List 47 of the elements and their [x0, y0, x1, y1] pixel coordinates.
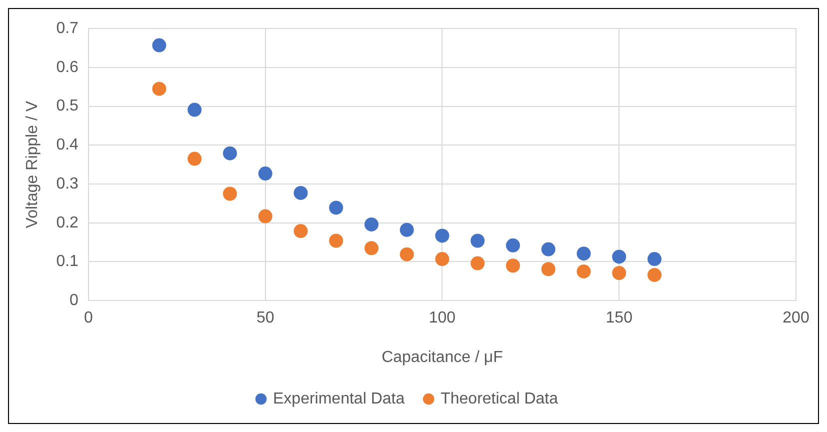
- y-tick-label: 0.2: [56, 214, 79, 232]
- x-tick-label: 0: [84, 310, 93, 327]
- point: [612, 266, 626, 280]
- y-tick-label: 0.7: [56, 20, 79, 38]
- point: [470, 234, 485, 248]
- point: [541, 242, 556, 256]
- y-tick-label: 0: [70, 292, 79, 310]
- point: [258, 166, 272, 181]
- point: [576, 246, 591, 261]
- point: [576, 264, 591, 278]
- point: [541, 262, 556, 276]
- y-tick-label: 0.5: [56, 98, 79, 115]
- point: [222, 186, 237, 201]
- y-axis-title: Voltage Ripple / V: [24, 100, 42, 228]
- point: [506, 238, 520, 252]
- point: [506, 258, 520, 273]
- point: [647, 252, 662, 266]
- point: [329, 200, 344, 215]
- x-tick-label: 150: [606, 310, 633, 327]
- legend-label: Experimental Data: [272, 390, 405, 408]
- point: [294, 224, 308, 238]
- point: [294, 186, 308, 200]
- y-tick-label: 0.4: [56, 136, 79, 154]
- x-tick-label: 100: [428, 310, 456, 327]
- point: [400, 247, 414, 262]
- point: [647, 268, 662, 282]
- point: [222, 146, 237, 160]
- x-tick-label: 50: [256, 310, 274, 327]
- point: [470, 256, 485, 270]
- point: [364, 217, 378, 232]
- point: [188, 152, 202, 166]
- point: [152, 82, 166, 96]
- x-axis-title: Capacitance / μF: [382, 348, 504, 366]
- legend-label: Theoretical Data: [440, 390, 558, 408]
- point: [152, 38, 166, 52]
- x-tick-label: 200: [782, 310, 810, 327]
- point: [329, 234, 344, 248]
- point: [188, 102, 202, 117]
- point: [258, 209, 272, 224]
- point: [435, 252, 450, 266]
- point: [612, 250, 626, 264]
- y-tick-label: 0.1: [56, 253, 79, 270]
- y-tick-label: 0.6: [56, 58, 79, 76]
- y-tick-label: 0.3: [56, 175, 79, 192]
- point: [400, 222, 414, 237]
- point: [364, 241, 378, 256]
- point: [435, 228, 450, 243]
